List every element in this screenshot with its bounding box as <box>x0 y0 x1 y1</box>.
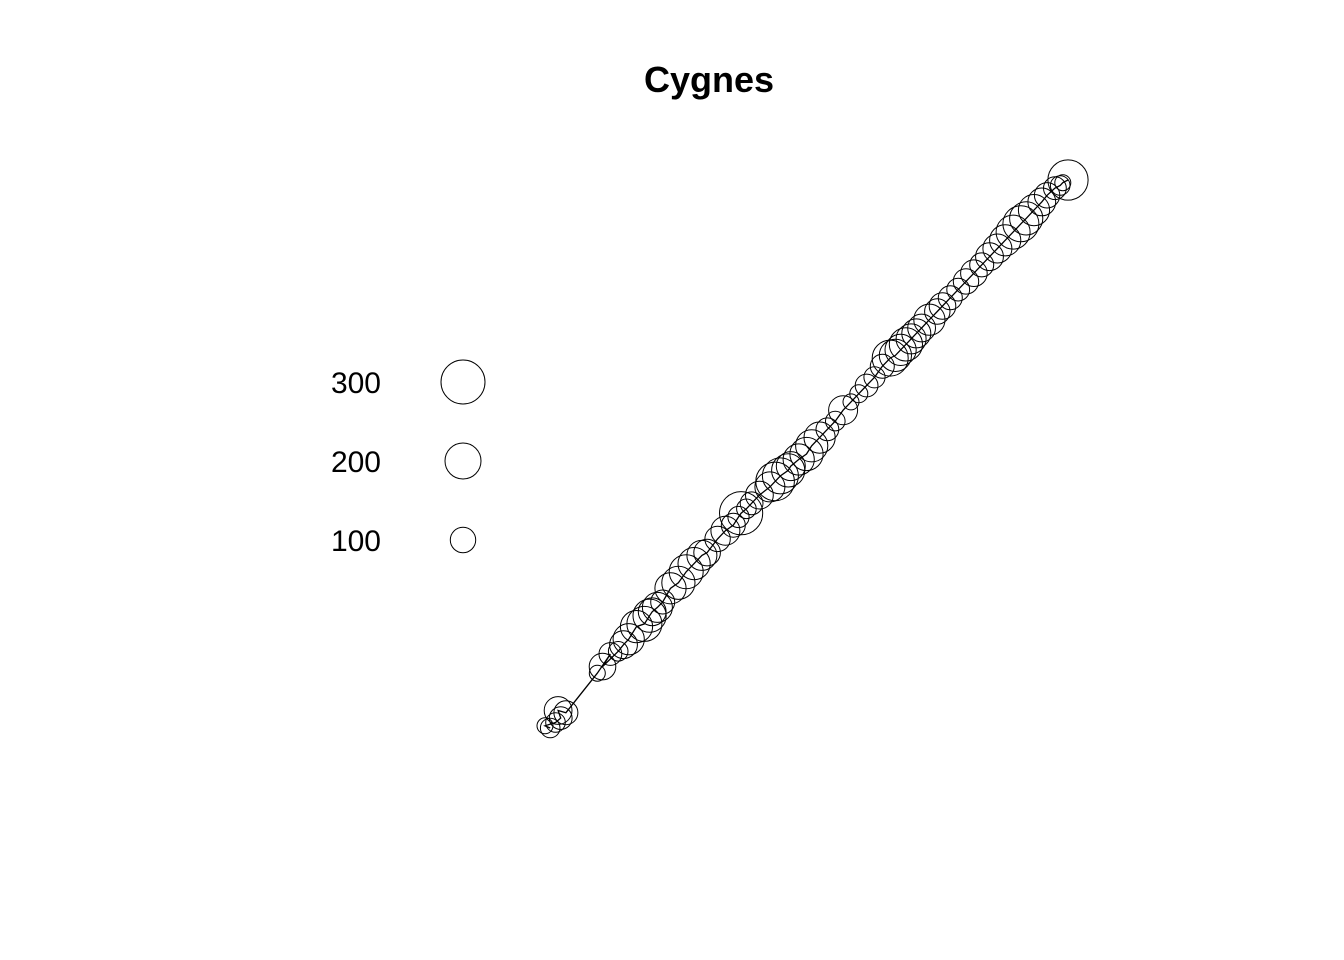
bubble-point <box>1002 205 1040 243</box>
bubble-point <box>775 451 806 482</box>
legend-label: 200 <box>331 446 381 479</box>
bubble-point <box>907 313 936 343</box>
bubble-point <box>815 417 840 442</box>
bubble-point <box>888 327 924 362</box>
bubble-point <box>946 277 971 302</box>
bubble-point <box>854 373 879 398</box>
bubble-point <box>828 395 859 426</box>
legend-bubble <box>444 442 482 480</box>
bubble-point <box>825 410 846 432</box>
bubble-point <box>745 480 774 510</box>
bubble-point <box>895 323 927 355</box>
bubble-point <box>960 259 988 288</box>
bubble-point <box>543 696 573 725</box>
bubble-point <box>928 292 957 320</box>
bubble-point <box>755 461 795 502</box>
bubble-point <box>536 717 554 735</box>
series-line <box>543 179 1069 729</box>
bubble-point <box>539 717 561 739</box>
bubble-point <box>789 436 824 472</box>
bubble-point <box>637 597 667 627</box>
bubble-point <box>995 214 1031 250</box>
bubble-point <box>677 547 711 581</box>
bubble-point <box>761 457 799 495</box>
bubble-point <box>632 598 667 633</box>
bubble-point <box>869 353 895 379</box>
bubble-point <box>901 318 932 349</box>
bubble-group <box>536 159 1089 739</box>
bubble-point <box>795 429 829 463</box>
bubble-point <box>952 268 980 295</box>
bubble-point <box>588 664 606 682</box>
legend-label: 100 <box>331 525 381 558</box>
bubble-point <box>969 252 995 278</box>
size-legend: 300 200 100 <box>331 359 486 558</box>
bubble-point <box>1047 159 1089 201</box>
bubble-point <box>727 505 750 529</box>
bubble-point <box>668 554 704 590</box>
bubble-point <box>924 298 951 325</box>
bubble-point <box>719 491 764 536</box>
bubble-point <box>739 491 764 516</box>
bubble-point <box>548 706 573 730</box>
bubble-point <box>609 630 638 660</box>
bubble-point <box>878 338 913 372</box>
bubble-point <box>650 589 676 615</box>
bubble-point <box>989 224 1022 257</box>
bubble-point <box>1027 187 1057 217</box>
bubble-point <box>612 623 645 656</box>
bubble-point <box>1054 174 1072 192</box>
bubble-point <box>553 700 579 726</box>
legend-bubble <box>440 359 486 405</box>
bubble-point <box>782 443 815 476</box>
legend-bubble <box>449 526 477 554</box>
bubble-point <box>1009 201 1044 236</box>
bubble-point <box>982 233 1013 264</box>
bubble-point <box>693 538 721 567</box>
bubble-point <box>619 610 654 644</box>
bubble-point <box>884 333 917 366</box>
legend-label: 300 <box>331 367 381 400</box>
bubble-point <box>704 525 731 553</box>
bubble-point <box>641 591 673 623</box>
bubble-point <box>842 393 860 411</box>
bubble-point <box>588 652 617 681</box>
bubble-point <box>626 605 663 642</box>
bubble-point <box>607 641 629 662</box>
bubble-point <box>937 285 963 311</box>
bubble-point <box>849 384 869 404</box>
chart-title: Cygnes <box>644 59 774 100</box>
